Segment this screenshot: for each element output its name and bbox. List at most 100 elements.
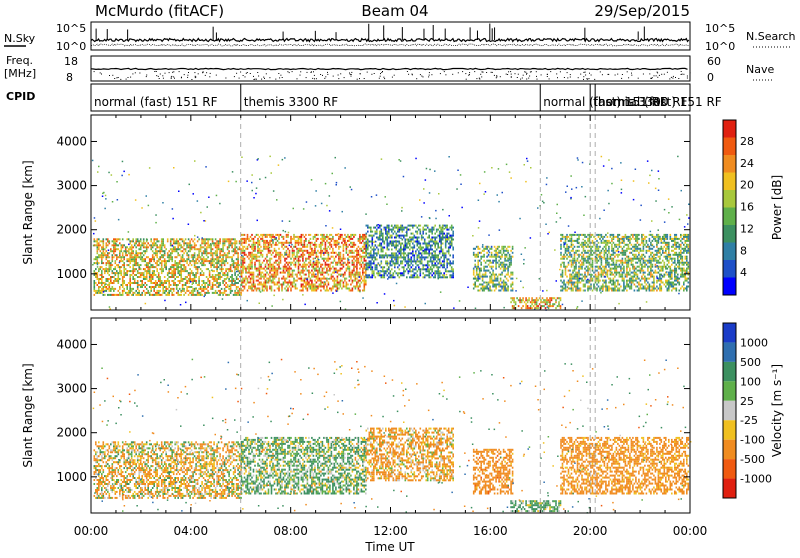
- echo-cell: [543, 305, 545, 307]
- echo-cell: [216, 280, 218, 282]
- echo-cell: [577, 246, 579, 248]
- echo-cell: [106, 246, 108, 248]
- echo-cell: [281, 254, 283, 256]
- echo-cell: [231, 276, 233, 278]
- echo-cell: [364, 278, 366, 280]
- echo-cell: [433, 272, 435, 274]
- echo-cell: [253, 238, 255, 240]
- echo-cell: [504, 256, 506, 258]
- echo-cell: [369, 256, 371, 258]
- echo-cell: [256, 290, 258, 292]
- echo-cell: [340, 234, 342, 236]
- echo-cell: [185, 268, 187, 270]
- nave-dot: [657, 72, 658, 73]
- echo-cell: [245, 238, 247, 240]
- echo-cell: [485, 276, 487, 278]
- echo-cell: [382, 247, 384, 249]
- echo-cell: [364, 284, 366, 286]
- echo-cell: [503, 286, 505, 288]
- echo-cell: [231, 280, 233, 282]
- echo-cell: [474, 254, 476, 256]
- echo-cell: [388, 229, 390, 231]
- echo-cell: [200, 292, 202, 294]
- echo-cell: [313, 266, 315, 268]
- echo-cell: [222, 244, 224, 246]
- nave-dot: [420, 74, 421, 75]
- echo-cell: [131, 260, 133, 262]
- echo-cell: [280, 272, 282, 274]
- echo-cell: [113, 238, 115, 240]
- nave-dot: [266, 73, 267, 74]
- echo-cell: [233, 260, 235, 262]
- echo-cell: [176, 264, 178, 266]
- echo-cell: [366, 276, 368, 278]
- echo-cell: [402, 272, 404, 274]
- echo-cell: [218, 246, 220, 248]
- echo-cell: [569, 278, 571, 280]
- echo-cell: [247, 278, 249, 280]
- echo-cell: [173, 284, 175, 286]
- echo-cell: [192, 274, 194, 276]
- echo-cell: [299, 256, 301, 258]
- echo-cell: [364, 260, 366, 262]
- echo-cell: [216, 240, 218, 242]
- echo-cell: [302, 254, 304, 256]
- echo-cell: [274, 250, 276, 252]
- echo-cell: [150, 278, 152, 280]
- echo-cell: [338, 288, 340, 290]
- echo-cell: [353, 262, 355, 264]
- echo-cell: [194, 274, 196, 276]
- echo-cell: [477, 280, 479, 282]
- echo-cell: [560, 252, 562, 254]
- echo-cell: [305, 240, 307, 242]
- echo-cell: [305, 274, 307, 276]
- echo-cell: [506, 264, 508, 266]
- echo-cell: [320, 290, 322, 292]
- echo-cell: [305, 286, 307, 288]
- echo-cell: [107, 262, 109, 264]
- echo-cell: [280, 284, 282, 286]
- echo-cell: [433, 237, 435, 239]
- echo-cell: [244, 268, 246, 270]
- echo-cell: [482, 284, 484, 286]
- echo-cell: [353, 242, 355, 244]
- echo-cell: [596, 248, 598, 250]
- echo-cell: [250, 282, 252, 284]
- echo-cell: [100, 282, 102, 284]
- echo-cell: [504, 288, 506, 290]
- echo-cell: [586, 256, 588, 258]
- echo-cell: [206, 282, 208, 284]
- echo-cell: [452, 272, 454, 274]
- echo-cell: [436, 264, 438, 266]
- echo-cell: [147, 280, 149, 282]
- echo-cell: [563, 236, 565, 238]
- echo-cell: [356, 248, 358, 250]
- echo-cell: [179, 242, 181, 244]
- echo-cell: [365, 282, 367, 284]
- echo-cell: [144, 260, 146, 262]
- echo-cell: [121, 248, 123, 250]
- echo-cell: [201, 280, 203, 282]
- echo-cell: [586, 266, 588, 268]
- echo-cell: [210, 238, 212, 240]
- echo-cell: [512, 282, 514, 284]
- echo-cell: [359, 264, 361, 266]
- echo-cell: [287, 254, 289, 256]
- echo-cell: [353, 266, 355, 268]
- echo-cell: [313, 286, 315, 288]
- echo-cell: [242, 262, 244, 264]
- echo-cell: [128, 282, 130, 284]
- echo-cell: [424, 225, 426, 227]
- nave-dot: [421, 76, 422, 77]
- echo-cell: [341, 280, 343, 282]
- echo-cell: [405, 247, 407, 249]
- echo-cell: [480, 252, 482, 254]
- echo-cell: [445, 256, 447, 258]
- echo-cell: [436, 237, 438, 239]
- echo-cell: [480, 284, 482, 286]
- echo-cell: [335, 244, 337, 246]
- echo-cell: [156, 294, 158, 296]
- echo-cell: [379, 239, 381, 241]
- echo-cell: [215, 274, 217, 276]
- echo-cell: [364, 290, 366, 292]
